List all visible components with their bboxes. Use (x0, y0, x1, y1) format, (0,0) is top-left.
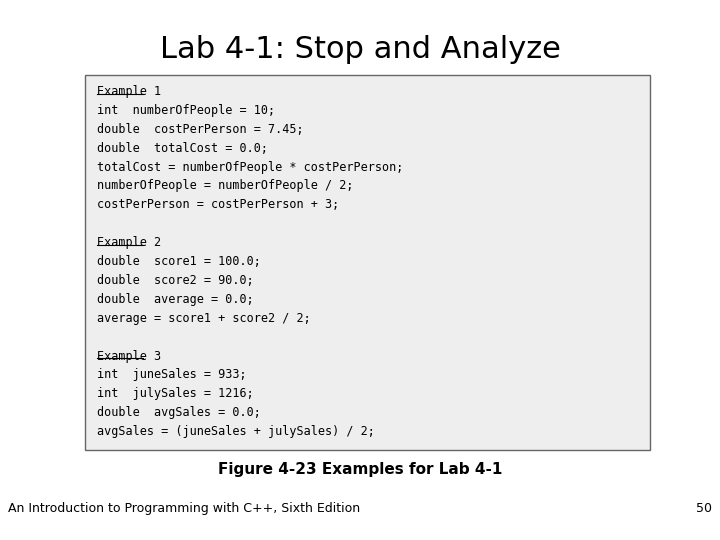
Text: Figure 4-23 Examples for Lab 4-1: Figure 4-23 Examples for Lab 4-1 (218, 462, 502, 477)
Text: int  julySales = 1216;: int julySales = 1216; (97, 387, 253, 400)
Text: numberOfPeople = numberOfPeople / 2;: numberOfPeople = numberOfPeople / 2; (97, 179, 354, 192)
Text: An Introduction to Programming with C++, Sixth Edition: An Introduction to Programming with C++,… (8, 502, 360, 515)
FancyBboxPatch shape (85, 75, 650, 450)
Text: double  score2 = 90.0;: double score2 = 90.0; (97, 274, 253, 287)
Text: totalCost = numberOfPeople * costPerPerson;: totalCost = numberOfPeople * costPerPers… (97, 160, 403, 173)
Text: Example 1: Example 1 (97, 85, 161, 98)
Text: double  costPerPerson = 7.45;: double costPerPerson = 7.45; (97, 123, 304, 136)
Text: double  avgSales = 0.0;: double avgSales = 0.0; (97, 406, 261, 419)
Text: int  numberOfPeople = 10;: int numberOfPeople = 10; (97, 104, 275, 117)
Text: Example 2: Example 2 (97, 236, 161, 249)
Text: costPerPerson = costPerPerson + 3;: costPerPerson = costPerPerson + 3; (97, 198, 339, 211)
Text: avgSales = (juneSales + julySales) / 2;: avgSales = (juneSales + julySales) / 2; (97, 425, 375, 438)
Text: Lab 4-1: Stop and Analyze: Lab 4-1: Stop and Analyze (160, 35, 560, 64)
Text: double  score1 = 100.0;: double score1 = 100.0; (97, 255, 261, 268)
Text: double  average = 0.0;: double average = 0.0; (97, 293, 253, 306)
Text: 50: 50 (696, 502, 712, 515)
Text: double  totalCost = 0.0;: double totalCost = 0.0; (97, 141, 268, 154)
Text: Example 3: Example 3 (97, 349, 161, 362)
Text: average = score1 + score2 / 2;: average = score1 + score2 / 2; (97, 312, 311, 325)
Text: int  juneSales = 933;: int juneSales = 933; (97, 368, 247, 381)
